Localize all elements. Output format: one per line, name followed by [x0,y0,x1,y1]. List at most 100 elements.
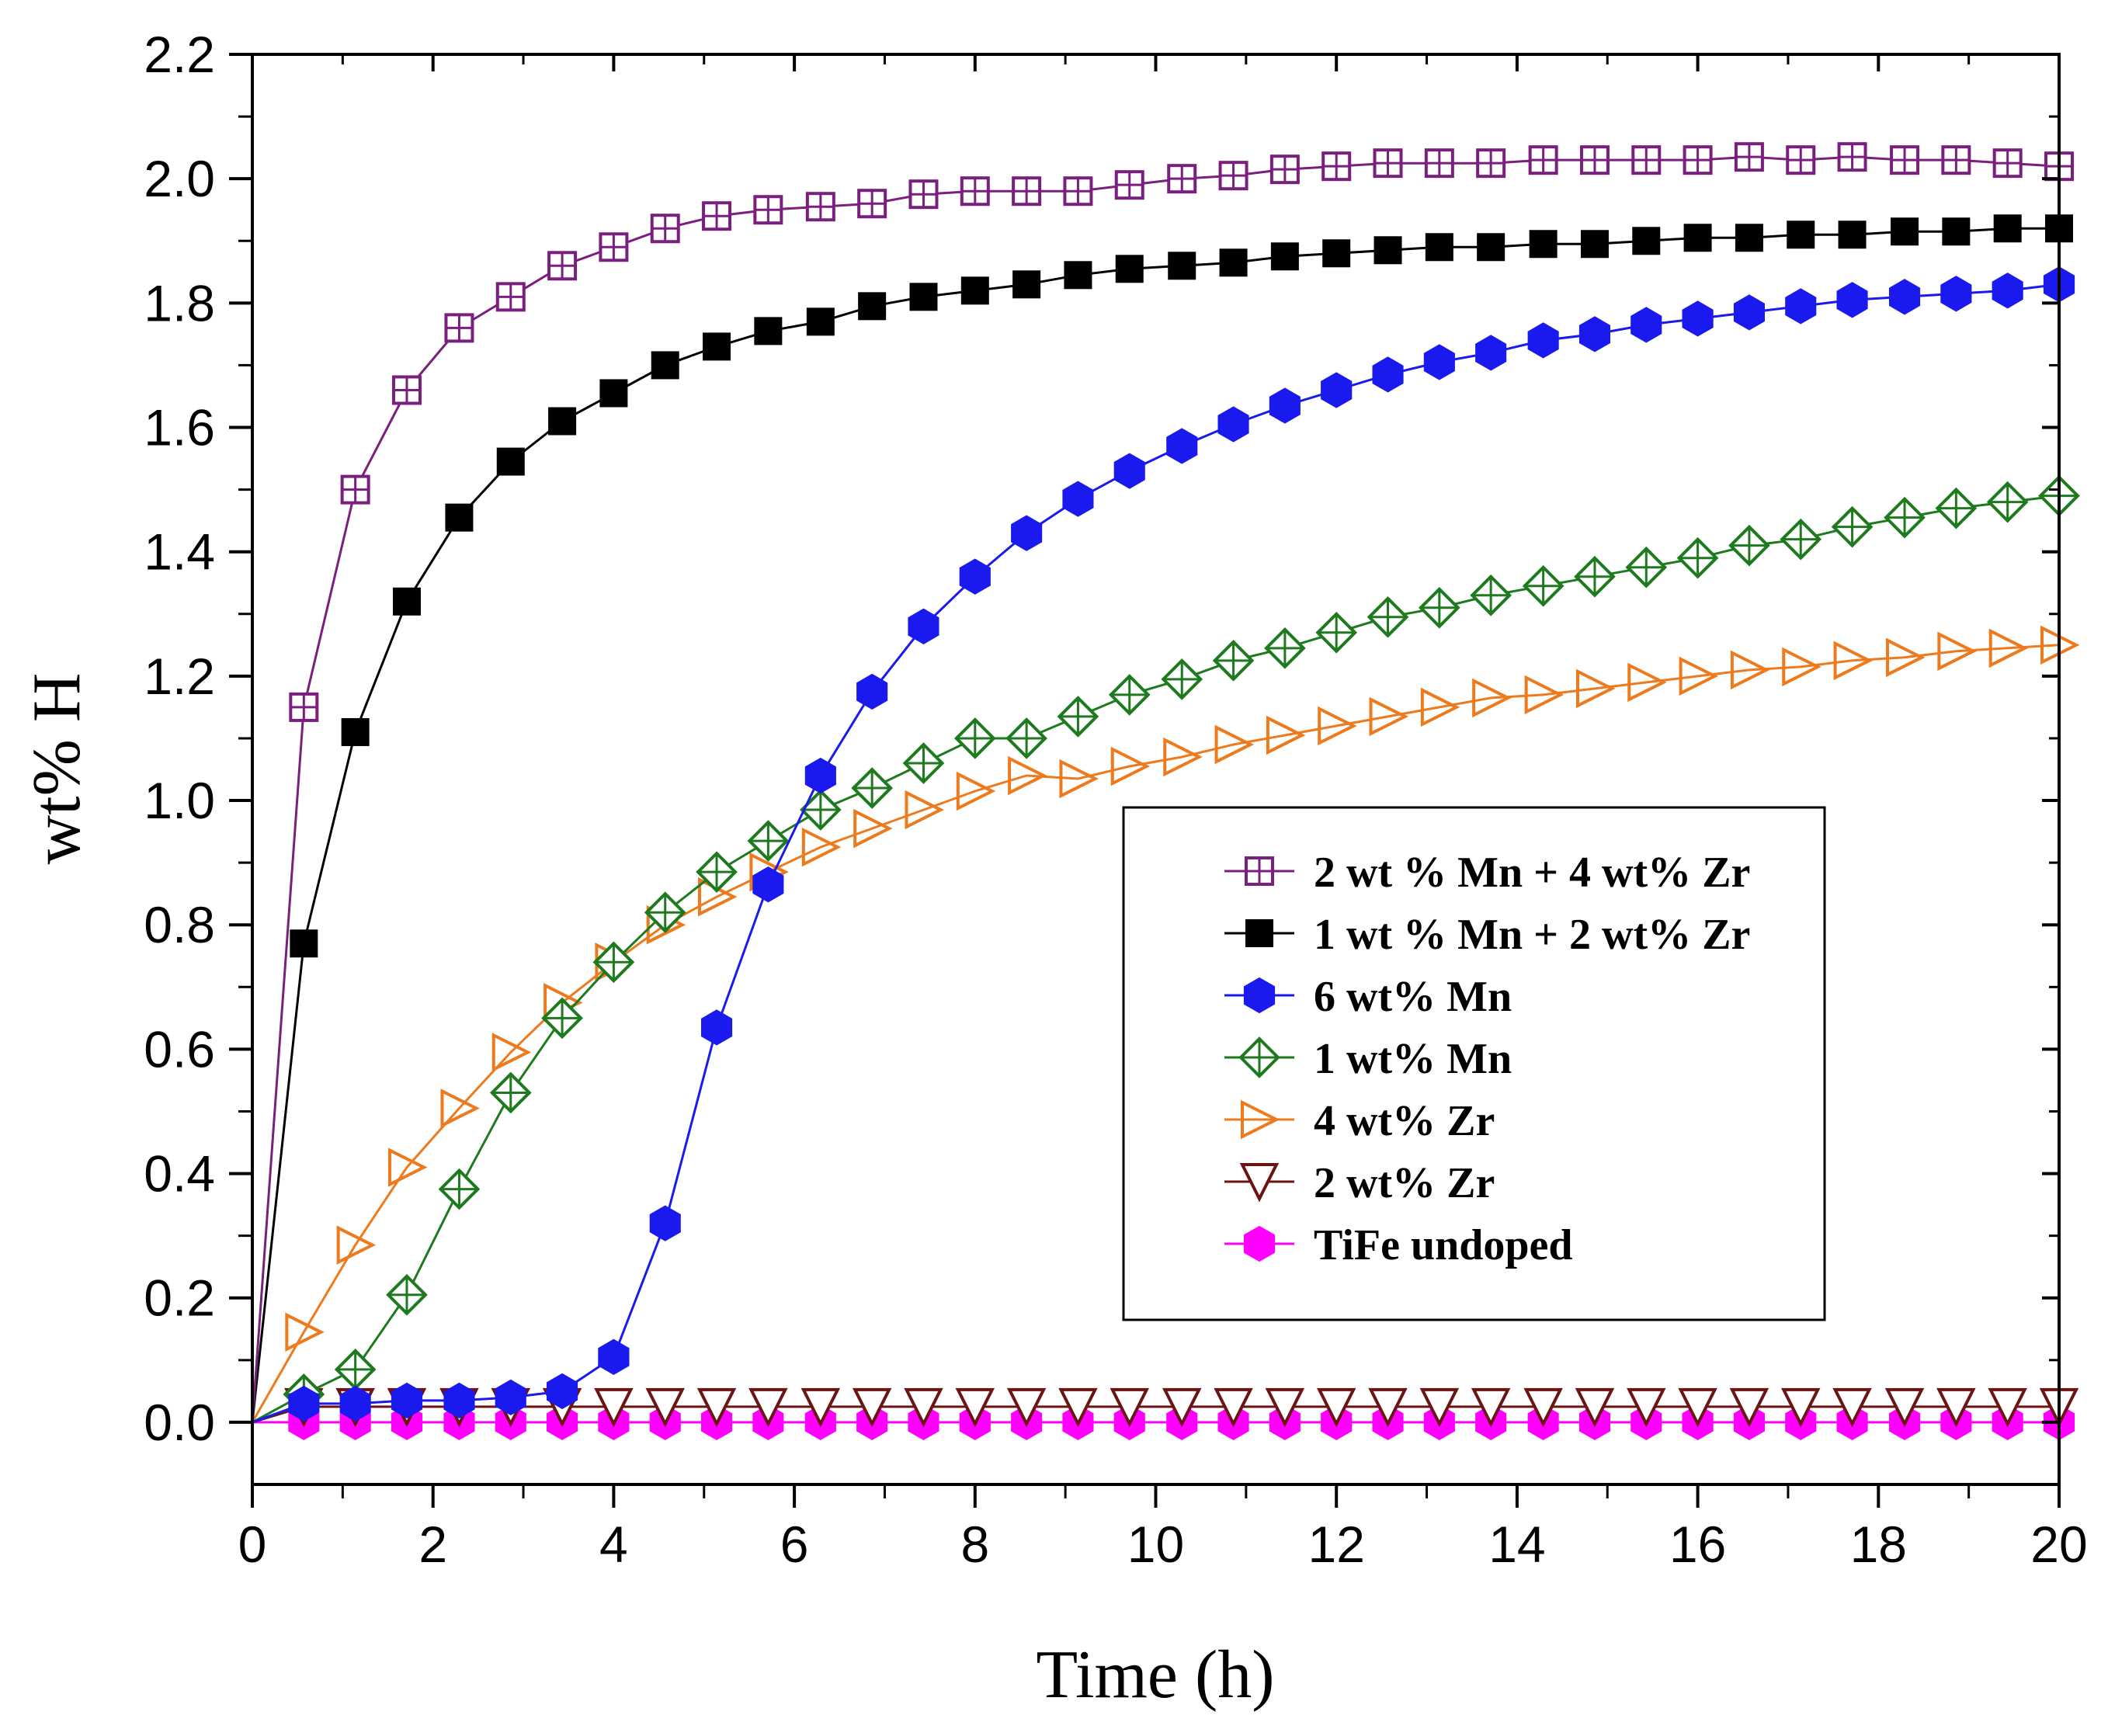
data-point [1528,145,1558,175]
data-point [1891,217,1919,246]
legend: 2 wt % Mn + 4 wt% Zr 1 wt % Mn + 2 wt% Zr… [1122,806,1826,1321]
data-point [496,447,525,476]
data-point [955,1387,995,1428]
data-point [696,851,738,893]
data-point [443,1382,475,1419]
data-point [1678,1387,1717,1428]
data-point [1527,322,1559,359]
data-point [1683,224,1712,252]
data-point [336,1225,377,1265]
data-point [547,251,578,281]
data-point [1008,755,1047,796]
data-point [1219,248,1248,277]
data-point [1889,279,1921,315]
data-point [1988,628,2029,668]
legend-label: 2 wt % Mn + 4 wt% Zr [1314,849,1750,897]
data-point [1064,261,1092,290]
data-point [853,808,893,849]
data-point [445,503,474,532]
data-point [959,558,991,595]
data-point [1269,387,1301,424]
data-point [1167,164,1197,194]
data-point [541,997,583,1040]
x-tick-label: 12 [1308,1516,1364,1573]
data-point [1986,481,2029,523]
legend-item: 6 wt% Mn [1224,973,1512,1021]
data-point [1787,220,1815,249]
data-point [491,1033,532,1072]
legend-item: TiFe undoped [1224,1221,1573,1269]
data-point [800,1387,841,1428]
data-point [1214,1387,1253,1428]
data-point [902,742,945,784]
legend-label: 1 wt% Mn [1314,1035,1512,1083]
data-point [650,214,680,244]
data-point [1475,335,1507,371]
data-point [857,189,887,219]
data-point [1575,1387,1615,1428]
legend-item: 1 wt % Mn + 2 wt% Zr [1224,911,1750,959]
legend-label: 1 wt % Mn + 2 wt% Zr [1314,911,1750,959]
data-point [1012,270,1041,299]
data-point [1108,674,1151,716]
data-point [703,332,731,361]
data-point [1578,316,1610,352]
data-point [1318,706,1357,746]
legend-item: 4 wt% Zr [1224,1097,1495,1145]
data-point [1057,696,1099,738]
data-point [1838,220,1867,249]
legend-marker [1243,1225,1276,1262]
legend-marker [1238,1036,1280,1078]
data-point [340,474,370,505]
x-tick-label: 4 [599,1516,628,1573]
data-point [1472,678,1512,718]
x-tick-label: 18 [1850,1516,1907,1573]
data-point [1264,627,1306,669]
data-point [701,1009,733,1046]
data-point [1419,586,1460,629]
data-point [1992,273,2023,309]
data-point [1832,1387,1872,1428]
data-point [1524,675,1565,715]
series-3 [252,266,2075,1424]
data-point [289,692,319,722]
data-point [1884,1387,1925,1428]
data-point [904,1387,943,1428]
data-point [851,767,893,809]
data-point [592,941,635,984]
data-point [392,587,421,616]
data-point [1110,1387,1149,1428]
data-point [599,232,629,262]
data-point [1522,564,1565,607]
x-tick-label: 16 [1669,1516,1726,1573]
y-tick-label: 0.2 [144,1269,215,1327]
data-point [1059,759,1099,799]
data-point [1580,230,1609,259]
data-point [1062,481,1094,517]
data-point [801,827,842,867]
legend-marker [1243,977,1276,1014]
data-point [1884,496,1926,539]
data-point [1679,656,1719,696]
data-point [1266,715,1306,755]
data-point [1780,518,1822,561]
data-point [1837,142,1867,172]
data-point [953,717,996,759]
data-point [1683,145,1713,175]
data-point [651,351,679,380]
data-point [1627,1387,1666,1428]
x-tick-label: 6 [780,1516,809,1573]
data-point [1523,1387,1563,1428]
x-tick-label: 0 [238,1516,267,1573]
data-point [1369,696,1408,737]
legend-label: 4 wt% Zr [1314,1097,1495,1145]
y-tick-label: 1.2 [144,648,215,705]
data-point [1988,1387,2027,1428]
data-point [1114,170,1144,200]
legend-label: 2 wt% Zr [1314,1159,1495,1207]
data-point [1676,536,1719,579]
data-point [1477,233,1505,262]
data-point [1575,668,1616,709]
data-point [1161,658,1203,700]
data-point [548,407,577,436]
